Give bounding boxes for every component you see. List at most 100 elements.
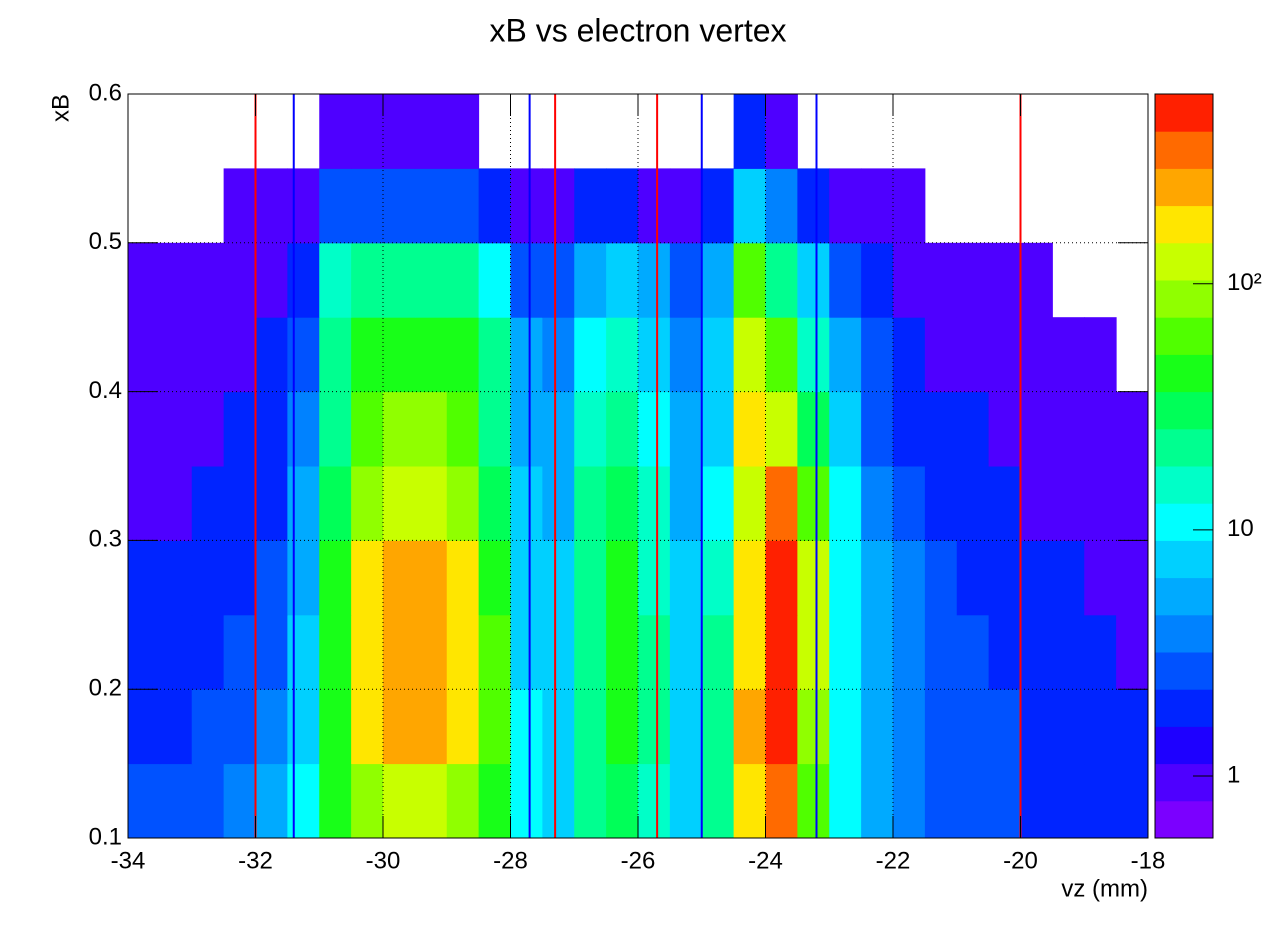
heat-cell <box>1084 168 1116 243</box>
heat-cell <box>160 94 192 169</box>
heat-cell <box>1020 614 1053 690</box>
heat-cell <box>797 689 830 765</box>
heat-cell <box>287 763 320 839</box>
heat-cell <box>574 242 607 318</box>
heat-cell <box>797 317 830 393</box>
heat-cell <box>287 391 320 467</box>
heat-cell <box>510 168 543 244</box>
heat-cell <box>223 614 256 690</box>
heat-cell <box>542 466 575 541</box>
heat-cell <box>1052 466 1085 541</box>
heat-cell <box>988 614 1021 690</box>
heat-cell <box>893 540 926 616</box>
heat-cell <box>1116 763 1149 839</box>
heat-cell <box>701 242 735 318</box>
heat-cell <box>1116 466 1149 541</box>
colorbar-tick-label: 10 <box>1227 515 1254 542</box>
heat-cell <box>638 763 671 839</box>
heat-cell <box>159 391 193 467</box>
heat-cell <box>478 763 511 839</box>
heat-cell <box>478 540 511 616</box>
heat-cell <box>446 466 480 541</box>
heat-cell <box>829 763 862 839</box>
heat-cell <box>287 614 320 690</box>
heat-cell <box>1021 94 1053 169</box>
heat-cell <box>128 94 160 169</box>
heat-cell <box>765 763 798 839</box>
heat-cell <box>861 94 893 169</box>
heat-cell <box>797 168 830 244</box>
heat-cell <box>606 466 639 541</box>
heat-cell <box>542 689 575 765</box>
heat-cell <box>924 540 958 616</box>
colorbar-band <box>1155 652 1213 690</box>
heat-cell <box>765 391 798 467</box>
y-axis-label: xB <box>47 94 74 122</box>
heat-cell <box>510 763 543 839</box>
heat-cell <box>446 614 480 690</box>
colorbar-band <box>1155 800 1213 839</box>
heat-cell <box>861 763 894 839</box>
heat-cell <box>414 242 448 318</box>
heat-cell <box>1020 540 1053 616</box>
heat-cell <box>829 466 862 541</box>
heat-cell <box>797 242 830 318</box>
heat-cell <box>287 242 320 318</box>
heat-cell <box>255 763 288 839</box>
heat-cell <box>223 689 256 765</box>
heat-cell <box>223 540 256 616</box>
heat-cell <box>924 614 958 690</box>
x-tick-label: -22 <box>876 847 911 874</box>
heat-cell <box>924 242 958 318</box>
heat-cell <box>638 540 671 616</box>
colorbar-band <box>1155 94 1213 132</box>
heat-cell <box>191 540 225 616</box>
colorbar-band <box>1155 354 1213 393</box>
heat-cell <box>701 614 735 690</box>
heat-cell <box>383 317 416 393</box>
heat-cell <box>255 168 288 244</box>
colorbar-band <box>1155 168 1213 207</box>
colorbar-band <box>1155 503 1213 541</box>
heat-cell <box>351 94 384 169</box>
heat-cell <box>765 466 798 541</box>
colorbar-band <box>1155 428 1213 467</box>
heat-cell <box>1116 94 1148 169</box>
heat-cell <box>701 689 735 765</box>
heat-cell <box>191 614 225 690</box>
heat-cell <box>829 168 862 244</box>
heat-cell <box>446 168 480 244</box>
heat-cell <box>701 540 735 616</box>
heat-cell <box>351 466 384 541</box>
y-tick-label: 0.3 <box>89 526 122 553</box>
heat-cell <box>924 466 958 541</box>
heat-cell <box>574 168 607 244</box>
heat-cell <box>191 689 225 765</box>
colorbar-band <box>1155 131 1213 169</box>
heat-cell <box>478 391 511 467</box>
heat-cell <box>829 614 862 690</box>
heat-cell <box>542 168 575 244</box>
heat-cell <box>446 94 480 169</box>
colorbar-band <box>1155 540 1213 579</box>
heat-cell <box>1084 243 1116 318</box>
heat-cell <box>128 614 161 690</box>
heat-cell <box>446 540 480 616</box>
heat-cell <box>701 168 735 244</box>
heat-cell <box>669 540 703 616</box>
heat-cell <box>223 317 256 393</box>
heat-cell <box>414 466 448 541</box>
x-tick-label: -30 <box>366 847 401 874</box>
heat-cell <box>542 391 575 467</box>
heat-cell <box>191 242 225 318</box>
heat-cell <box>861 466 894 541</box>
heat-cell <box>638 391 671 467</box>
heat-cell <box>542 763 575 839</box>
heat-cell <box>669 763 703 839</box>
heat-cell <box>1084 763 1117 839</box>
heat-cell <box>1084 94 1116 169</box>
heat-cell <box>606 168 639 244</box>
heat-cell <box>319 689 352 765</box>
x-axis-label: vz (mm) <box>1061 875 1148 902</box>
heat-cell <box>861 242 894 318</box>
